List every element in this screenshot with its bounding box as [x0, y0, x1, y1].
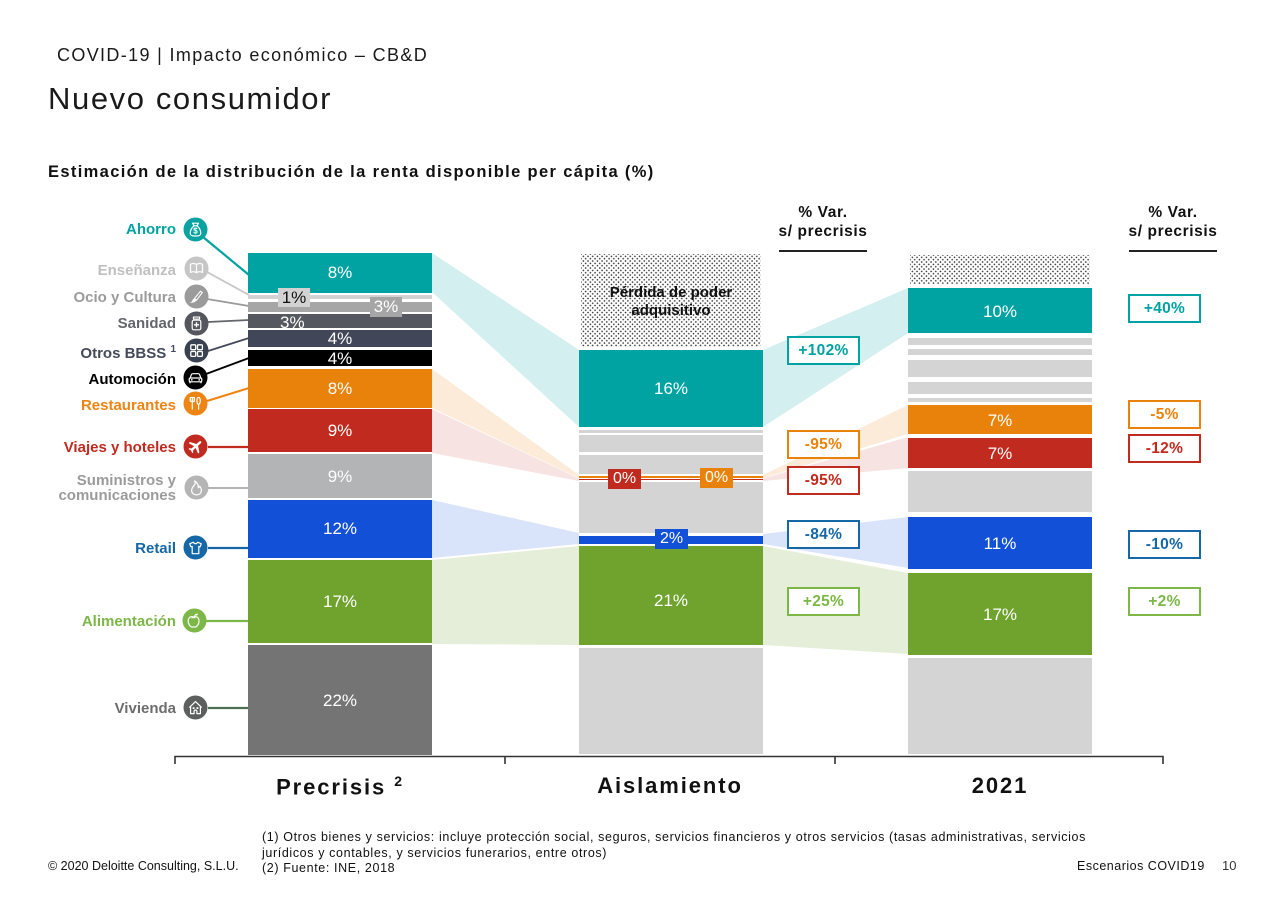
svg-text:$: $: [193, 227, 198, 236]
